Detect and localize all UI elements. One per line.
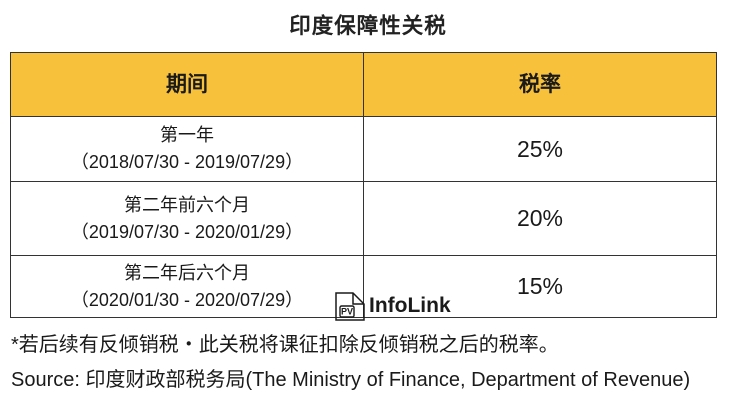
svg-text:PV: PV (341, 306, 353, 316)
